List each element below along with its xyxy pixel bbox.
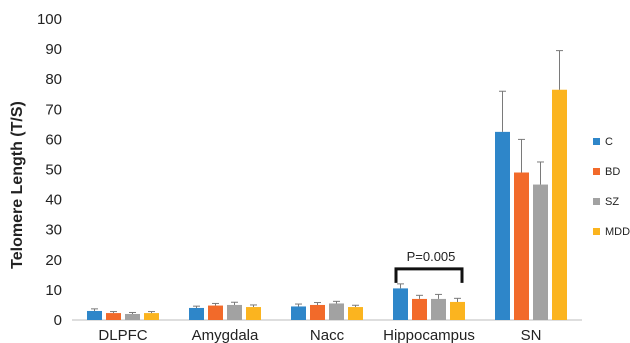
bar-mdd-sn xyxy=(552,89,567,320)
significance-bracket xyxy=(394,267,464,283)
significance-annotation: P=0.005 xyxy=(394,249,464,283)
bar-bd-hippocampus xyxy=(412,298,427,320)
category-label: DLPFC xyxy=(98,327,147,343)
bar-bd-amygdala xyxy=(208,305,223,320)
bar-c-hippocampus xyxy=(393,288,408,320)
y-tick-label: 0 xyxy=(54,312,62,329)
bar-sz-sn xyxy=(533,184,548,320)
bar-sz-amygdala xyxy=(227,304,242,320)
legend: C BD SZ MDD xyxy=(593,136,630,238)
category-label: Hippocampus xyxy=(383,327,475,343)
y-tick-label: 80 xyxy=(45,71,62,88)
bar-sz-dlpfc xyxy=(125,313,140,320)
y-tick-label: 40 xyxy=(45,192,62,209)
legend-swatch-c xyxy=(593,138,600,145)
bar-c-amygdala xyxy=(189,307,204,320)
y-tick-label: 10 xyxy=(45,282,62,299)
p-value-label: P=0.005 xyxy=(407,249,456,264)
legend-swatch-mdd xyxy=(593,228,600,235)
legend-label-sz: SZ xyxy=(605,196,619,208)
y-tick-label: 30 xyxy=(45,222,62,239)
bar-mdd-dlpfc xyxy=(144,313,159,320)
category-label: SN xyxy=(521,327,542,343)
bar-mdd-hippocampus xyxy=(450,301,465,320)
legend-swatch-sz xyxy=(593,198,600,205)
y-tick-label: 100 xyxy=(37,11,62,28)
bar-mdd-nacc xyxy=(348,307,363,320)
legend-swatch-bd xyxy=(593,168,600,175)
bar-bd-sn xyxy=(514,172,529,320)
bar-c-nacc xyxy=(291,306,306,320)
y-tick-label: 90 xyxy=(45,41,62,58)
y-tick-label: 70 xyxy=(45,101,62,118)
legend-label-bd: BD xyxy=(605,166,620,178)
y-tick-label: 60 xyxy=(45,131,62,148)
bar-c-sn xyxy=(495,131,510,320)
y-axis-ticks: 0 10 20 30 40 50 60 70 80 90 100 xyxy=(37,11,62,329)
y-tick-label: 50 xyxy=(45,162,62,179)
legend-label-mdd: MDD xyxy=(605,226,630,238)
bar-groups xyxy=(87,50,567,320)
bar-c-dlpfc xyxy=(87,310,102,320)
bar-sz-hippocampus xyxy=(431,298,446,320)
bar-mdd-amygdala xyxy=(246,307,261,320)
bar-bd-dlpfc xyxy=(106,313,121,320)
category-labels: DLPFC Amygdala Nacc Hippocampus SN xyxy=(98,327,541,343)
category-label: Nacc xyxy=(310,327,345,343)
legend-label-c: C xyxy=(605,136,613,148)
y-axis-label: Telomere Length (T/S) xyxy=(9,101,26,269)
bar-sz-nacc xyxy=(329,303,344,320)
category-label: Amygdala xyxy=(192,327,259,343)
y-tick-label: 20 xyxy=(45,252,62,269)
bar-bd-nacc xyxy=(310,304,325,320)
